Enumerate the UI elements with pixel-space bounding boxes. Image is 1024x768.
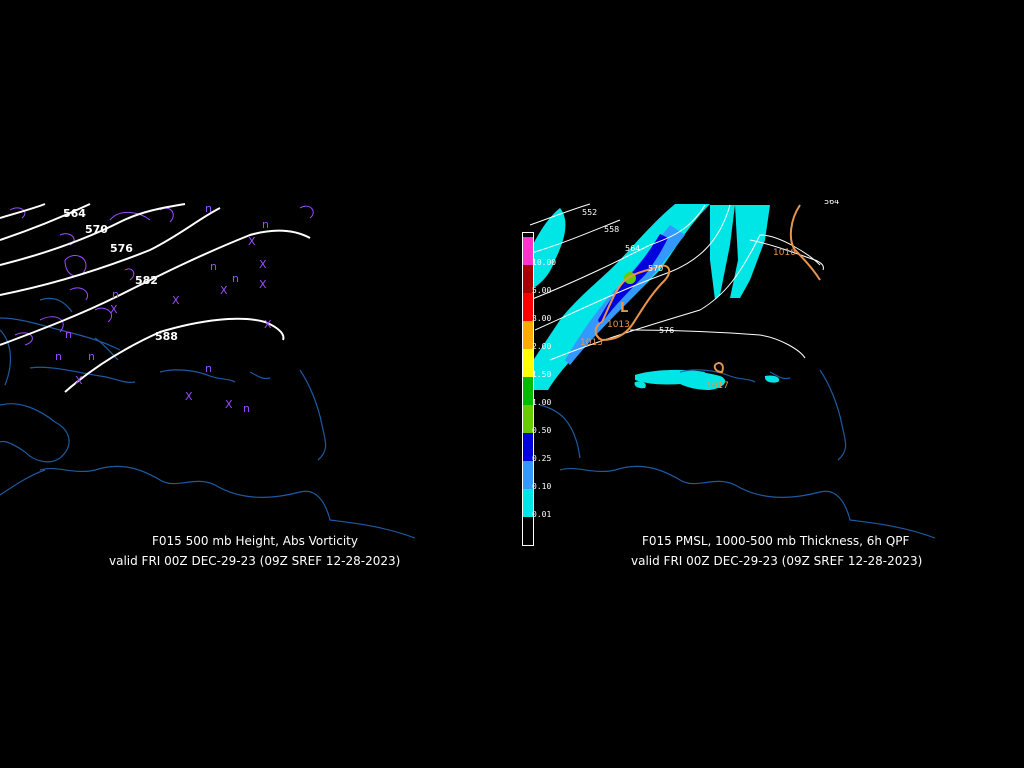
qpf-precip-field — [525, 204, 780, 390]
thickness-label: 576 — [659, 326, 674, 335]
contour-label: 564 — [63, 207, 86, 220]
low-pressure-marker: L — [620, 301, 628, 316]
vorticity-max-marker: X — [248, 235, 256, 248]
qpf-legend-label: 0.01 — [532, 510, 552, 519]
pressure-labels: 1016 1013 1013 1017 — [580, 248, 796, 391]
vorticity-max-marker: X — [75, 374, 83, 387]
vorticity-min-marker: n — [88, 350, 95, 363]
thickness-label: 552 — [582, 208, 597, 217]
qpf-legend-swatch — [523, 461, 533, 489]
thickness-label: 564 — [824, 200, 839, 206]
qpf-legend-label: 0.50 — [532, 426, 552, 435]
left-coastlines — [0, 297, 416, 539]
qpf-legend-swatch — [523, 377, 533, 405]
isobars — [594, 204, 821, 374]
vorticity-max-marker: X — [225, 398, 233, 411]
vorticity-min-marker: n — [55, 350, 62, 363]
vorticity-min-marker: n — [262, 218, 269, 231]
vorticity-min-marker: n — [205, 202, 212, 215]
vorticity-max-marker: X — [185, 390, 193, 403]
qpf-legend-label: 10.00 — [532, 258, 557, 267]
qpf-legend-swatch — [523, 433, 533, 461]
pressure-label: 1013 — [580, 338, 603, 348]
qpf-legend-swatch — [523, 237, 533, 265]
contour-label: 588 — [155, 330, 178, 343]
left-caption-title: F015 500 mb Height, Abs Vorticity — [152, 534, 358, 548]
right-caption-title: F015 PMSL, 1000-500 mb Thickness, 6h QPF — [642, 534, 910, 548]
contour-label: 576 — [110, 242, 133, 255]
contour-label: 570 — [85, 223, 108, 236]
vorticity-max-marker: X — [220, 284, 228, 297]
right-coastlines — [539, 369, 936, 539]
contour-label: 582 — [135, 274, 158, 287]
vorticity-markers: n n n n n n n n n n X X X X X X X X X X — [55, 202, 272, 415]
vorticity-min-marker: n — [205, 362, 212, 375]
qpf-legend — [522, 232, 534, 546]
qpf-legend-swatch — [523, 489, 533, 517]
thickness-label: 558 — [604, 225, 619, 234]
vorticity-max-marker: X — [259, 278, 267, 291]
thickness-contours — [524, 203, 824, 361]
qpf-legend-label: 2.00 — [532, 342, 552, 351]
height-contours — [0, 203, 311, 393]
vorticity-max-marker: X — [172, 294, 180, 307]
vorticity-max-marker: X — [264, 318, 272, 331]
vorticity-min-marker: n — [210, 260, 217, 273]
qpf-legend-swatch — [523, 349, 533, 377]
qpf-legend-label: 1.00 — [532, 398, 552, 407]
right-caption-valid: valid FRI 00Z DEC-29-23 (09Z SREF 12-28-… — [631, 554, 923, 568]
vorticity-min-marker: n — [112, 288, 119, 301]
pressure-label: 1016 — [773, 248, 796, 258]
qpf-legend-label: 0.25 — [532, 454, 552, 463]
qpf-legend-label: 5.00 — [532, 286, 552, 295]
right-map: 552 558 564 570 576 564 1016 1013 1013 1… — [524, 200, 936, 539]
qpf-legend-label: 1.50 — [532, 370, 552, 379]
vorticity-min-marker: n — [243, 402, 250, 415]
qpf-legend-swatch — [523, 321, 533, 349]
pressure-label: 1013 — [607, 320, 630, 330]
left-map: 564 570 576 582 588 n n n n n n n n n n … — [0, 202, 416, 539]
height-contour-labels: 564 570 576 582 588 — [63, 207, 178, 343]
qpf-legend-swatch — [523, 405, 533, 433]
qpf-legend-swatch — [523, 265, 533, 293]
vorticity-max-marker: X — [259, 258, 267, 271]
vorticity-min-marker: n — [65, 328, 72, 341]
qpf-legend-label: 3.00 — [532, 314, 552, 323]
qpf-legend-swatch — [523, 293, 533, 321]
vorticity-contours — [9, 205, 314, 346]
vorticity-min-marker: n — [232, 272, 239, 285]
vorticity-max-marker: X — [110, 303, 118, 316]
thickness-label: 570 — [648, 264, 663, 273]
thickness-labels: 552 558 564 570 576 564 — [582, 200, 839, 335]
thickness-label: 564 — [625, 244, 640, 253]
pressure-label: 1017 — [706, 381, 729, 391]
left-caption-valid: valid FRI 00Z DEC-29-23 (09Z SREF 12-28-… — [109, 554, 401, 568]
qpf-legend-label: 0.10 — [532, 482, 552, 491]
